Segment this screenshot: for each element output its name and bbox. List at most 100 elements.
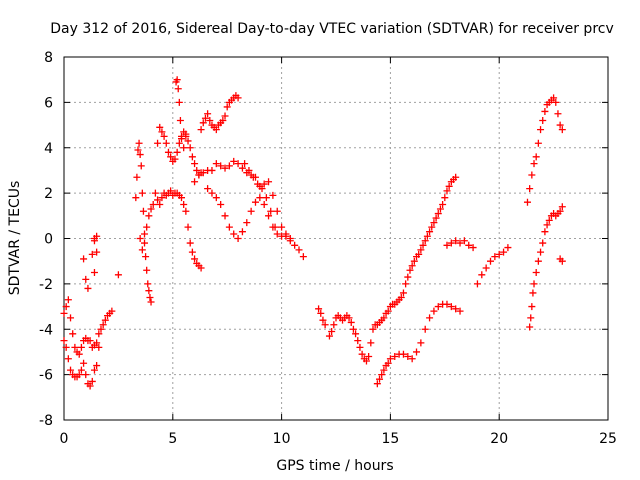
data-point: [141, 230, 149, 238]
y-tick-label: 4: [44, 141, 53, 157]
data-point: [526, 323, 534, 331]
y-tick-label: 0: [44, 232, 53, 248]
data-point: [419, 241, 427, 249]
data-point: [406, 266, 414, 274]
data-point: [404, 273, 412, 281]
data-point: [154, 196, 162, 204]
data-point: [138, 189, 146, 197]
data-point: [182, 132, 190, 140]
data-point: [197, 264, 205, 272]
data-point: [97, 325, 105, 333]
data-point: [158, 194, 166, 202]
data-point: [199, 119, 207, 127]
data-point: [482, 264, 490, 272]
data-point: [432, 214, 440, 222]
data-point: [191, 255, 199, 263]
data-point: [225, 162, 233, 170]
data-point: [137, 162, 145, 170]
data-point: [156, 200, 164, 208]
data-point: [158, 128, 166, 136]
x-tick-label: 20: [490, 431, 508, 447]
data-point: [537, 126, 545, 134]
data-point: [354, 337, 362, 345]
data-point: [558, 126, 566, 134]
data-point: [108, 307, 116, 315]
data-point: [545, 216, 553, 224]
data-point: [539, 239, 547, 247]
data-point: [558, 203, 566, 211]
data-point: [64, 296, 72, 304]
data-point: [176, 117, 184, 125]
data-point: [133, 173, 141, 181]
data-point: [77, 366, 85, 374]
data-point: [423, 232, 431, 240]
data-point: [191, 160, 199, 168]
y-tick-label: -6: [39, 368, 53, 384]
data-point: [204, 110, 212, 118]
data-point: [95, 330, 103, 338]
data-point: [523, 198, 531, 206]
data-point: [556, 207, 564, 215]
data-point: [167, 187, 175, 195]
data-point: [139, 207, 147, 215]
data-point: [491, 253, 499, 261]
data-point: [317, 309, 325, 317]
data-point: [504, 244, 512, 252]
data-point: [84, 284, 92, 292]
data-point: [269, 191, 277, 199]
data-point: [556, 121, 564, 129]
data-point: [230, 157, 238, 165]
y-tick-label: -4: [39, 322, 53, 338]
data-point: [443, 187, 451, 195]
data-point: [164, 148, 172, 156]
data-point: [452, 173, 460, 181]
data-point: [408, 262, 416, 270]
data-point: [82, 275, 90, 283]
data-point: [550, 94, 558, 102]
data-point: [315, 305, 323, 313]
data-point: [212, 160, 220, 168]
data-point: [88, 377, 96, 385]
data-point: [212, 194, 220, 202]
data-point: [77, 343, 85, 351]
data-point: [358, 350, 366, 358]
data-point: [151, 189, 159, 197]
data-point: [349, 325, 357, 333]
data-point: [141, 239, 149, 247]
data-point: [238, 164, 246, 172]
data-point: [386, 355, 394, 363]
data-point: [373, 380, 381, 388]
data-point: [543, 221, 551, 229]
data-point: [144, 280, 152, 288]
data-point: [90, 366, 98, 374]
data-point: [402, 280, 410, 288]
data-point: [278, 223, 286, 231]
chart-title: Day 312 of 2016, Sidereal Day-to-day VTE…: [50, 21, 614, 37]
data-point: [234, 160, 242, 168]
data-point: [447, 239, 455, 247]
data-point: [208, 189, 216, 197]
data-point: [273, 230, 281, 238]
data-point: [146, 293, 154, 301]
data-point: [404, 352, 412, 360]
data-point: [554, 110, 562, 118]
data-point: [175, 139, 183, 147]
data-point: [99, 321, 107, 329]
data-point: [369, 325, 377, 333]
data-point: [537, 248, 545, 256]
data-point: [367, 339, 375, 347]
data-point: [529, 289, 537, 297]
data-point: [391, 352, 399, 360]
data-point: [230, 230, 238, 238]
y-tick-label: 8: [44, 50, 53, 66]
data-point: [443, 241, 451, 249]
data-point: [410, 257, 418, 265]
data-point: [262, 194, 270, 202]
data-point: [526, 185, 534, 193]
data-point: [212, 126, 220, 134]
data-point: [188, 248, 196, 256]
data-point: [167, 153, 175, 161]
data-point: [330, 321, 338, 329]
data-point: [138, 246, 146, 254]
